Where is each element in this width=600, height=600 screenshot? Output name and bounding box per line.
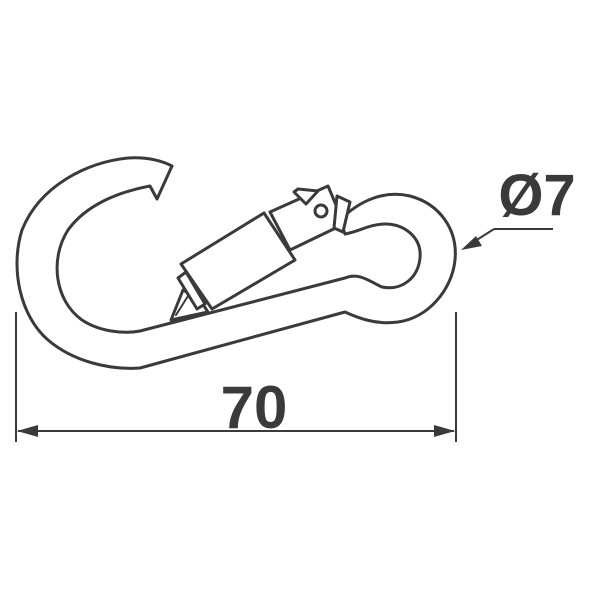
screw-lock-sleeve bbox=[179, 211, 297, 311]
length-label: 70 bbox=[221, 374, 288, 441]
arrow-right-icon bbox=[434, 425, 455, 437]
hinge-side bbox=[332, 194, 352, 234]
hinge-bracket bbox=[292, 187, 320, 206]
hook-outer-contour bbox=[15, 156, 457, 370]
gate-tip-line bbox=[175, 295, 189, 316]
rivet-icon bbox=[313, 203, 329, 219]
diameter-label: Ø7 bbox=[498, 163, 575, 228]
arrow-left-icon bbox=[17, 425, 38, 437]
length-dimension: 70 bbox=[15, 312, 457, 442]
carabiner-gate bbox=[169, 184, 352, 322]
leader-arrow-icon bbox=[461, 236, 482, 250]
diameter-callout: Ø7 bbox=[461, 163, 576, 250]
carabiner-body bbox=[15, 156, 457, 370]
gate-collar bbox=[176, 270, 207, 311]
